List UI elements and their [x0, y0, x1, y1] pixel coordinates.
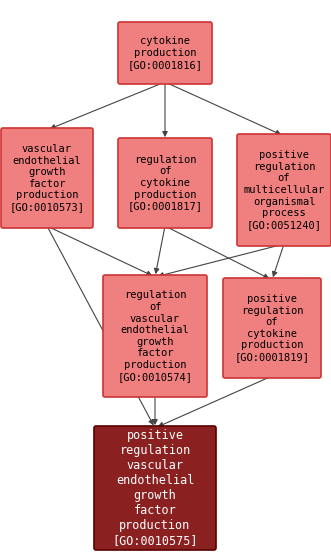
FancyBboxPatch shape: [103, 275, 207, 397]
Text: regulation
of
cytokine
production
[GO:0001817]: regulation of cytokine production [GO:00…: [127, 155, 203, 211]
Text: vascular
endothelial
growth
factor
production
[GO:0010573]: vascular endothelial growth factor produ…: [10, 144, 84, 212]
Text: cytokine
production
[GO:0001816]: cytokine production [GO:0001816]: [127, 36, 203, 70]
FancyBboxPatch shape: [1, 128, 93, 228]
Text: positive
regulation
vascular
endothelial
growth
factor
production
[GO:0010575]: positive regulation vascular endothelial…: [112, 429, 198, 547]
FancyBboxPatch shape: [118, 138, 212, 228]
Text: positive
regulation
of
cytokine
production
[GO:0001819]: positive regulation of cytokine producti…: [234, 294, 309, 362]
FancyBboxPatch shape: [94, 426, 216, 550]
FancyBboxPatch shape: [237, 134, 331, 246]
Text: positive
regulation
of
multicellular
organismal
process
[GO:0051240]: positive regulation of multicellular org…: [243, 150, 325, 230]
FancyBboxPatch shape: [118, 22, 212, 84]
Text: regulation
of
vascular
endothelial
growth
factor
production
[GO:0010574]: regulation of vascular endothelial growt…: [118, 290, 193, 382]
FancyBboxPatch shape: [223, 278, 321, 378]
